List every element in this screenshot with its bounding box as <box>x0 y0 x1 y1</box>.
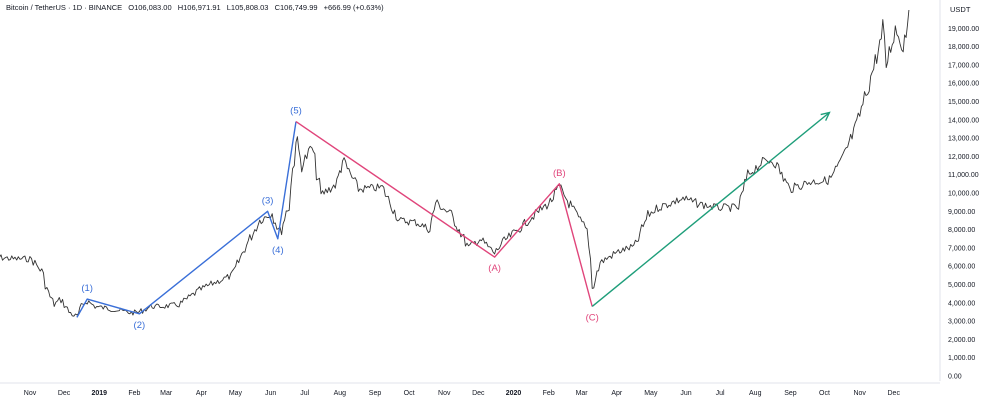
impulse-wave-label: (4) <box>272 245 284 256</box>
impulse-wave-label: (1) <box>81 283 93 294</box>
y-tick-label: 12,000.00 <box>948 154 979 161</box>
symbol-name: Bitcoin / TetherUS · 1D · BINANCE <box>6 3 123 12</box>
trend-arrow-head <box>820 111 831 121</box>
y-tick-label: 4,000.00 <box>948 300 975 307</box>
x-tick-label: 2020 <box>506 390 522 397</box>
y-tick-label: 0.00 <box>948 374 962 381</box>
y-tick-label: 2,000.00 <box>948 337 975 344</box>
corrective-wave-label: (B) <box>553 168 566 179</box>
y-tick-label: 10,000.00 <box>948 191 979 198</box>
x-tick-label: Dec <box>888 390 901 397</box>
ohlc-close: C106,749.99 <box>274 3 318 12</box>
x-tick-label: Nov <box>24 390 37 397</box>
x-tick-label: Jun <box>680 390 691 397</box>
y-tick-label: 6,000.00 <box>948 264 975 271</box>
y-tick-label: 13,000.00 <box>948 136 979 143</box>
y-tick-label: 11,000.00 <box>948 172 979 179</box>
y-tick-label: 8,000.00 <box>948 227 975 234</box>
ohlc-low: L105,808.03 <box>226 3 269 12</box>
x-tick-label: May <box>644 390 658 397</box>
x-tick-label: Mar <box>576 390 589 397</box>
impulse-wave-label: (5) <box>290 106 302 117</box>
x-tick-label: Mar <box>160 390 173 397</box>
x-tick-label: Jul <box>716 390 725 397</box>
x-tick-label: Sep <box>369 390 382 397</box>
y-tick-label: 5,000.00 <box>948 282 975 289</box>
y-tick-label: 19,000.00 <box>948 26 979 33</box>
y-tick-label: 9,000.00 <box>948 209 975 216</box>
y-tick-label: 17,000.00 <box>948 62 979 69</box>
impulse-wave-label: (3) <box>262 195 274 206</box>
corrective-wave-label: (A) <box>488 263 501 274</box>
y-tick-label: 15,000.00 <box>948 99 979 106</box>
impulse-wave-line <box>76 121 297 318</box>
corrective-wave-line <box>295 121 593 307</box>
x-tick-label: Aug <box>334 390 347 397</box>
x-tick-label: Feb <box>543 390 555 397</box>
x-tick-label: Oct <box>819 390 830 397</box>
y-tick-label: 16,000.00 <box>948 81 979 88</box>
x-tick-label: Apr <box>611 390 623 397</box>
x-tick-label: Sep <box>784 390 797 397</box>
x-tick-label: Jul <box>300 390 309 397</box>
y-tick-label: 3,000.00 <box>948 319 975 326</box>
y-tick-label: 14,000.00 <box>948 117 979 124</box>
ohlc-high: H106,971.91 <box>177 3 221 12</box>
x-tick-label: Oct <box>404 390 415 397</box>
ohlc-open: O106,083.00 <box>128 3 172 12</box>
x-tick-label: Dec <box>58 390 71 397</box>
price-series-line <box>0 9 910 317</box>
x-tick-label: Dec <box>472 390 485 397</box>
ohlc-change: +666.99 (+0.63%) <box>323 3 384 12</box>
y-tick-label: 18,000.00 <box>948 44 979 51</box>
x-tick-label: Jun <box>265 390 276 397</box>
x-tick-label: May <box>229 390 243 397</box>
currency-label: USDT <box>950 5 971 14</box>
y-tick-label: 7,000.00 <box>948 245 975 252</box>
x-tick-label: Feb <box>128 390 140 397</box>
trend-arrow-line <box>591 111 830 308</box>
impulse-wave-label: (2) <box>134 320 146 331</box>
x-tick-label: 2019 <box>91 390 107 397</box>
x-tick-label: Aug <box>749 390 762 397</box>
y-tick-label: 1,000.00 <box>948 355 975 362</box>
symbol-header: Bitcoin / TetherUS · 1D · BINANCE O106,0… <box>6 3 388 12</box>
x-tick-label: Nov <box>438 390 451 397</box>
x-tick-label: Apr <box>196 390 208 397</box>
corrective-wave-label: (C) <box>586 312 599 323</box>
x-tick-label: Nov <box>853 390 866 397</box>
